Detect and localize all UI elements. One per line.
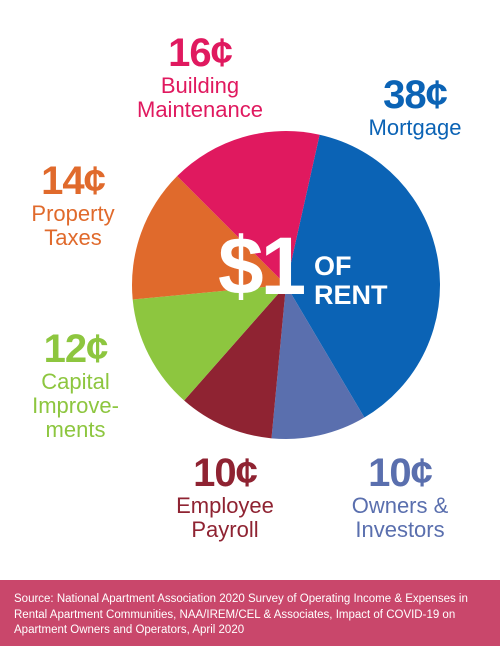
center-of-line: OF [314,251,352,281]
center-of-rent-text: OF RENT [314,251,388,311]
label-mortgage: 38¢ Mortgage [350,74,480,140]
owners-name-line1: Owners & [351,493,449,518]
slice-owners-investors [271,285,365,439]
taxes-value: 14¢ [41,159,106,203]
source-footer: Source: National Apartment Association 2… [0,580,500,646]
payroll-value: 10¢ [193,451,258,495]
maintenance-value: 16¢ [168,31,233,75]
label-employee-payroll: 10¢ Employee Payroll [145,452,305,542]
capital-name-line2: Improve- [32,393,119,419]
slice-property-taxes [132,176,286,300]
center-dollar-text: $1 [218,221,306,312]
taxes-name-line2: Taxes [44,225,102,251]
capital-value: 12¢ [43,327,109,371]
mortgage-name: Mortgage [368,115,462,140]
slice-mortgage [286,134,441,418]
center-rent-line: RENT [314,280,388,311]
slice-building-maintenance [177,131,320,285]
slice-employee-payroll [184,285,286,439]
taxes-name-line1: Property [31,201,115,226]
mortgage-value: 38¢ [383,73,448,117]
maintenance-name-line1: Building [160,73,240,98]
owners-name-line2: Investors [355,517,445,543]
label-building-maintenance: 16¢ Building Maintenance [110,32,290,122]
slice-capital-improvements [132,285,286,401]
payroll-name-line1: Employee [176,493,274,518]
source-text: Source: National Apartment Association 2… [14,593,468,637]
maintenance-name-line2: Maintenance [137,97,263,123]
label-capital-improvements: 12¢ Capital Improve- ments [8,328,143,443]
label-owners-investors: 10¢ Owners & Investors [320,452,480,542]
capital-name-line3: ments [45,417,106,443]
owners-value: 10¢ [368,451,433,495]
payroll-name-line2: Payroll [191,517,259,543]
capital-name-line1: Capital [41,369,110,394]
label-property-taxes: 14¢ Property Taxes [8,160,138,250]
pie-chart [132,131,441,439]
